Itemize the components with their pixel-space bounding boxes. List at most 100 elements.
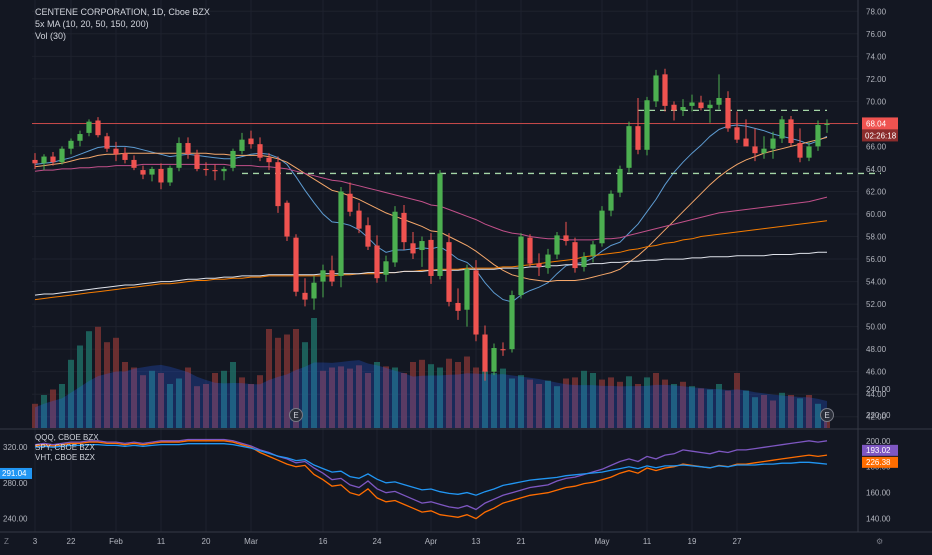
candle-body <box>104 136 110 149</box>
candle-body <box>239 139 245 151</box>
candle-body <box>806 146 812 158</box>
volume-bar <box>149 370 155 428</box>
time-tick-label: Feb <box>109 537 123 546</box>
price-tick-label: 62.00 <box>866 187 887 196</box>
candle-body <box>158 168 164 183</box>
volume-bar <box>131 367 137 428</box>
time-tick-label: 20 <box>202 537 211 546</box>
volume-bar <box>122 362 128 428</box>
vol-indicator-label[interactable]: Vol (30) <box>35 31 67 41</box>
volume-bar <box>302 342 308 428</box>
volume-bar <box>41 395 47 428</box>
volume-bar <box>194 386 200 428</box>
legend-vht[interactable]: VHT, CBOE BZX <box>35 453 96 462</box>
candle-body <box>329 270 335 282</box>
volume-bar <box>356 365 362 428</box>
volume-bar <box>824 417 830 428</box>
lower-left-tick-label: 320.00 <box>3 443 28 452</box>
vht-value-label: 291.04 <box>2 469 27 478</box>
comparison-series-line <box>34 438 828 511</box>
volume-bar <box>158 373 164 428</box>
candle-body <box>554 235 560 255</box>
candle-body <box>482 334 488 372</box>
volume-bar <box>374 362 380 428</box>
candle-body <box>149 168 155 175</box>
volume-bar <box>77 345 83 428</box>
legend-qqq[interactable]: QQQ, CBOE BZX <box>35 433 99 442</box>
volume-bar <box>464 356 470 428</box>
candle-body <box>644 100 650 150</box>
gear-icon[interactable]: ⚙ <box>876 537 884 546</box>
lower-right-tick-label: 160.00 <box>866 489 891 498</box>
volume-bar <box>338 366 344 428</box>
candle-body <box>572 242 578 269</box>
volume-bar <box>185 367 191 428</box>
candle-body <box>626 126 632 168</box>
candle-body <box>788 119 794 144</box>
volume-bar <box>68 359 74 428</box>
symbol-title[interactable]: CENTENE CORPORATION, 1D, Cboe BZX <box>35 7 210 17</box>
candle-body <box>581 256 587 267</box>
volume-ma-area <box>35 360 827 428</box>
candle-body <box>401 212 407 243</box>
last-price-label: 68.04 <box>866 119 887 128</box>
lower-right-tick-label: 200.00 <box>866 437 891 446</box>
candle-body <box>536 263 542 267</box>
vht-value-badge <box>0 467 32 479</box>
price-tick-label: 78.00 <box>866 7 887 16</box>
volume-bar <box>257 375 263 428</box>
ma-indicator-label[interactable]: 5x MA (10, 20, 50, 150, 200) <box>35 19 149 29</box>
candle-body <box>275 162 281 207</box>
volume-bar <box>59 384 65 428</box>
last-price-badge <box>862 117 898 130</box>
spy-value-label: 226.38 <box>866 458 891 467</box>
candle-body <box>698 102 704 109</box>
price-tick-label: 46.00 <box>866 368 887 377</box>
zoom-icon[interactable]: Z <box>4 537 9 546</box>
volume-bar <box>113 337 119 428</box>
volume-bar <box>662 379 668 428</box>
volume-bar <box>617 381 623 428</box>
price-tick-label: 48.00 <box>866 345 887 354</box>
volume-bar <box>491 373 497 428</box>
candle-body <box>824 123 830 126</box>
candle-body <box>437 173 443 276</box>
countdown-label: 02:26:18 <box>865 131 897 140</box>
volume-bar <box>815 403 821 428</box>
volume-bar <box>581 370 587 428</box>
candle-body <box>356 210 362 229</box>
candle-body <box>635 126 641 150</box>
volume-bar <box>410 362 416 428</box>
main-legend: CENTENE CORPORATION, 1D, Cboe BZX 5x MA … <box>35 6 210 42</box>
candle-body <box>653 75 659 102</box>
candle-body <box>140 170 146 175</box>
volume-bar <box>284 334 290 428</box>
candle-body <box>779 119 785 139</box>
volume-bar <box>680 381 686 428</box>
time-tick-label: Mar <box>244 537 258 546</box>
candle-body <box>464 269 470 310</box>
volume-bar <box>86 331 92 428</box>
volume-bar <box>563 378 569 428</box>
price-tick-label: 60.00 <box>866 210 887 219</box>
candle-body <box>392 211 398 263</box>
candle-body <box>59 148 65 163</box>
earnings-marker-icon <box>289 408 303 422</box>
candle-body <box>194 154 200 169</box>
candle-body <box>176 143 182 168</box>
volume-bar <box>518 375 524 428</box>
candle-body <box>221 168 227 172</box>
legend-spy[interactable]: SPY, CBOE BZX <box>35 443 95 452</box>
candle-body <box>266 157 272 163</box>
candle-body <box>500 349 506 351</box>
volume-bar <box>293 329 299 428</box>
candle-body <box>50 156 56 163</box>
candle-body <box>689 102 695 106</box>
price-tick-label: 72.00 <box>866 75 887 84</box>
candle-body <box>734 127 740 140</box>
candle-body <box>113 148 119 155</box>
volume-bar <box>536 384 542 428</box>
candle-body <box>455 302 461 311</box>
candle-body <box>122 153 128 160</box>
